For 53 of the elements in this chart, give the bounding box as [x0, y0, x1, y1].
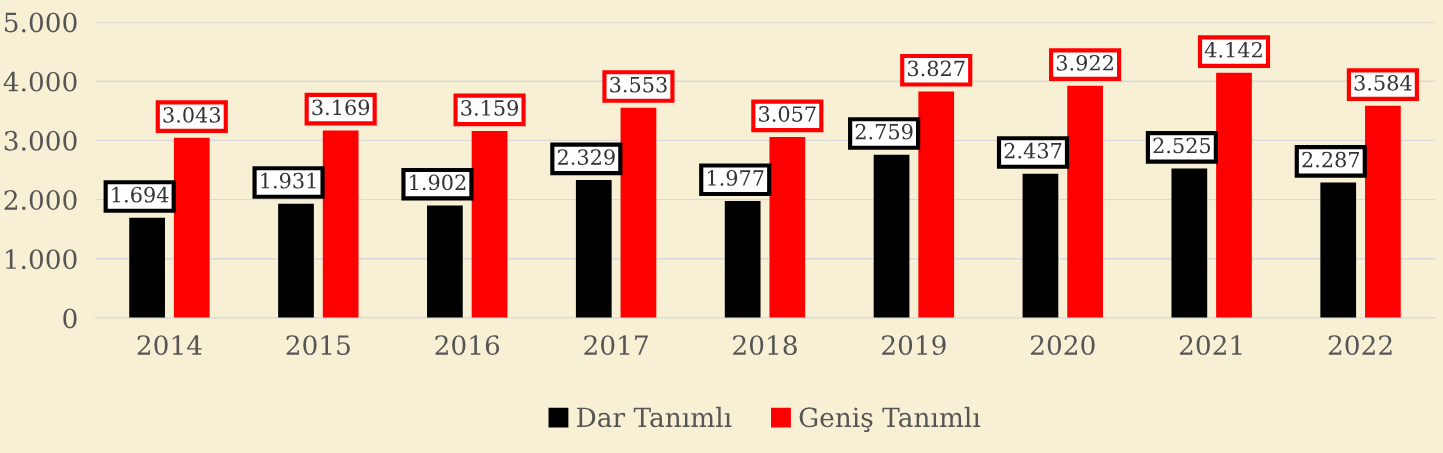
legend-label: Geniş Tanımlı: [799, 406, 981, 433]
y-tick-label: 2.000: [4, 190, 77, 210]
x-tick-label: 2016: [435, 335, 500, 356]
data-label: 4.142: [1204, 41, 1262, 58]
x-tick-label: 2014: [137, 335, 202, 356]
bar: [1171, 168, 1208, 318]
bar: [620, 107, 657, 318]
bar: [1365, 105, 1401, 318]
bar: [575, 180, 612, 318]
x-tick-label: 2021: [1179, 335, 1242, 356]
y-tick-label: 5.000: [5, 12, 77, 33]
x-tick-label: 2018: [733, 335, 797, 356]
data-label: 2.437: [1004, 142, 1062, 159]
x-tick-label: 2022: [1328, 335, 1392, 356]
x-tick-label: 2020: [1030, 335, 1095, 356]
data-label: 3.057: [759, 106, 816, 122]
data-label: 2.329: [557, 149, 615, 165]
bar: [1022, 173, 1059, 318]
data-label: 3.922: [1056, 54, 1113, 71]
y-tick-label: 4.000: [3, 71, 77, 92]
x-tick-label: 2015: [286, 335, 350, 356]
data-label: 3.827: [907, 60, 965, 77]
data-label: 3.553: [610, 76, 667, 93]
data-label: 1.977: [707, 170, 764, 186]
bar: [129, 217, 165, 318]
x-tick-label: 2017: [584, 335, 648, 356]
data-label: 1.694: [112, 186, 169, 203]
bar: [471, 130, 508, 318]
data-label: 1.902: [410, 174, 466, 191]
data-label: 2.525: [1153, 137, 1211, 154]
bar: [873, 154, 910, 318]
legend-label: Dar Tanımlı: [577, 406, 732, 428]
bar: [427, 205, 463, 318]
x-tick-label: 2019: [882, 335, 946, 356]
bar: [769, 137, 806, 318]
y-tick-label: 3.000: [4, 130, 77, 151]
y-tick-label: 1.000: [6, 249, 77, 270]
bar: [173, 137, 210, 318]
bar: [1067, 85, 1103, 318]
bar: [1320, 182, 1357, 318]
data-label: 3.584: [1354, 74, 1412, 91]
bar: [724, 200, 761, 318]
data-label: 1.931: [261, 172, 316, 189]
data-label: 3.159: [461, 100, 518, 116]
data-label: 3.043: [163, 106, 221, 123]
data-label: 2.759: [855, 123, 913, 140]
bar: [278, 203, 314, 318]
bar: [322, 130, 359, 318]
y-tick-label: 0: [63, 308, 77, 329]
data-label: 2.287: [1302, 151, 1360, 168]
bar: [918, 91, 955, 318]
data-label: 3.169: [312, 99, 370, 116]
bar: [1216, 72, 1252, 318]
